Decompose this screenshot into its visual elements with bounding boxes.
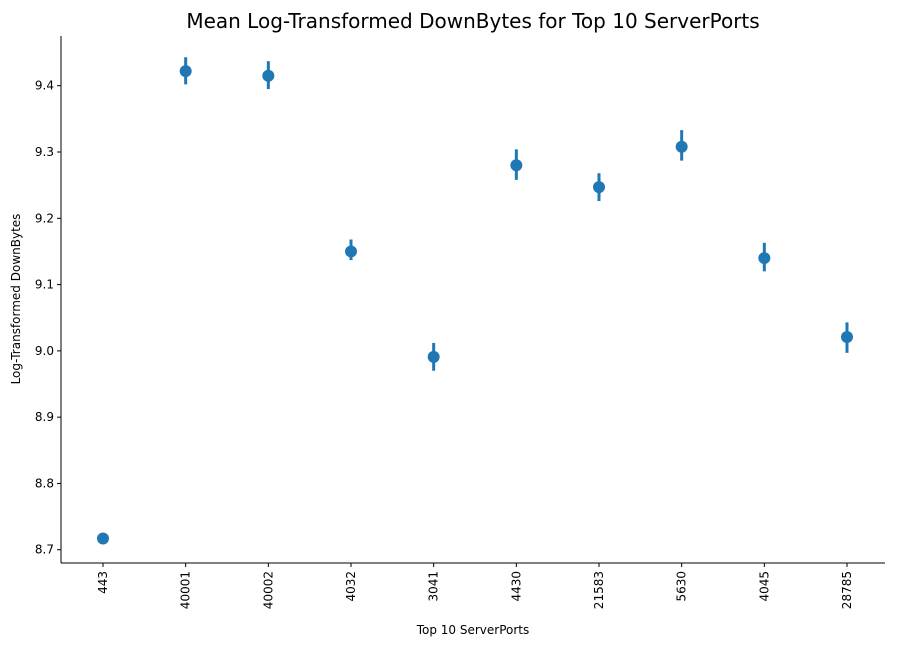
y-tick-label: 9.2 (35, 211, 54, 225)
data-point (675, 140, 688, 153)
x-tick-label: 40002 (261, 571, 275, 609)
data-point (345, 245, 357, 258)
x-tick-label: 443 (96, 571, 110, 594)
x-tick-label: 21583 (592, 571, 606, 609)
y-tick-label: 9.0 (35, 344, 54, 358)
y-tick-label: 9.4 (35, 79, 54, 93)
data-point (593, 181, 605, 194)
data-point (841, 330, 853, 343)
chart-title: Mean Log-Transformed DownBytes for Top 1… (186, 9, 759, 33)
x-tick-label: 5630 (675, 571, 689, 602)
x-tick-label: 4045 (757, 571, 771, 602)
x-tick-label: 3041 (427, 571, 441, 602)
data-point (97, 532, 109, 545)
plot-area: 8.7 8.8 8.9 9.0 9.1 9.2 9.3 9.4 443 40001 40002 403… (35, 57, 854, 609)
data-point (179, 65, 192, 78)
data-point (510, 159, 523, 172)
y-tick-label: 8.7 (35, 543, 54, 557)
x-tick-label: 28785 (840, 571, 854, 609)
y-tick-label: 8.8 (35, 476, 54, 490)
x-tick-label: 4430 (509, 571, 523, 602)
y-tick-label: 9.3 (35, 145, 54, 159)
y-tick-label: 9.1 (35, 278, 54, 292)
x-tick-label: 40001 (179, 571, 193, 609)
data-point (758, 252, 771, 265)
x-axis-title: Top 10 ServerPorts (416, 623, 530, 637)
y-axis-title: Log-Transformed DownBytes (9, 214, 23, 385)
y-tick-label: 8.9 (35, 410, 54, 424)
x-tick-label: 4032 (344, 571, 358, 602)
data-point (427, 350, 440, 363)
data-point (262, 69, 275, 82)
